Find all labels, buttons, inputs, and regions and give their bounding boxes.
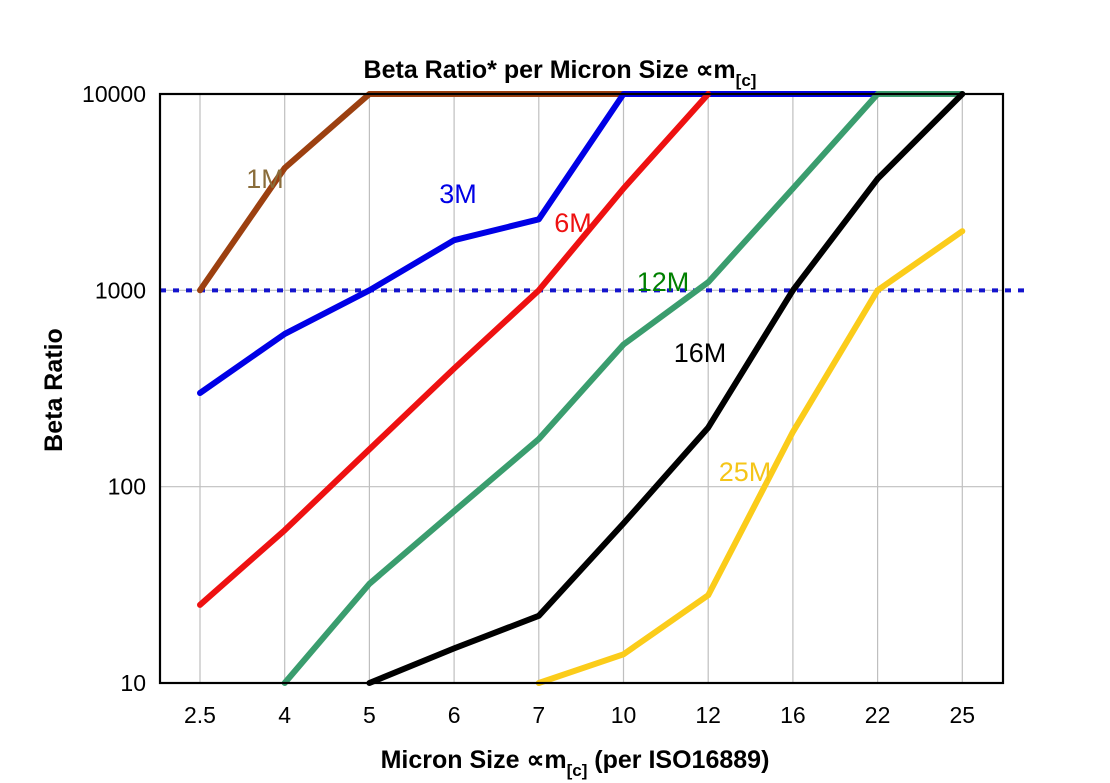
chart-title: Beta Ratio* per Micron Size ∝m[c]: [364, 56, 757, 90]
x-tick-labels: 2.5 4 5 6 7 10 12 16 22 25: [184, 702, 975, 728]
x-axis-title-main: Micron Size: [381, 746, 527, 774]
y-tick-label-100: 100: [108, 474, 146, 500]
chart-title-symbol: ∝m: [696, 56, 736, 84]
series-label-1M: 1M: [246, 164, 284, 194]
x-tick-label-6: 6: [448, 702, 461, 728]
x-tick-label-5: 5: [363, 702, 376, 728]
chart-title-main: Beta Ratio* per Micron Size: [364, 56, 696, 84]
series-line-16M: [366, 91, 966, 686]
series-line-25M: [535, 228, 966, 686]
y-axis-title: Beta Ratio: [40, 328, 68, 452]
x-tick-label-7: 7: [532, 702, 545, 728]
x-tick-label-25: 25: [950, 702, 976, 728]
series-label-6M: 6M: [554, 208, 592, 238]
x-tick-label-16: 16: [780, 702, 806, 728]
y-tick-label-1000: 1000: [95, 277, 146, 303]
series-labels: 1M 3M 6M 12M 16M 25M: [246, 164, 771, 487]
x-tick-label-22: 22: [865, 702, 891, 728]
y-tick-label-10000: 10000: [82, 81, 146, 107]
y-tick-label-10: 10: [120, 670, 146, 696]
plot-area-border: [158, 92, 1005, 685]
chart-title-subscript: [c]: [736, 71, 757, 90]
x-axis-title-tail: (per ISO16889): [587, 746, 769, 774]
x-axis-title-symbol: ∝m: [526, 746, 566, 774]
series-label-16M: 16M: [674, 338, 727, 368]
x-axis-title-subscript: [c]: [567, 761, 588, 780]
y-tick-labels: 10000 1000 100 10: [82, 81, 146, 696]
x-tick-label-4: 4: [278, 702, 291, 728]
x-tick-label-12: 12: [695, 702, 721, 728]
series-label-25M: 25M: [719, 457, 772, 487]
series-label-3M: 3M: [439, 179, 477, 209]
series-line-12M: [281, 91, 966, 686]
series-line-6M: [197, 91, 712, 608]
x-tick-label-10: 10: [611, 702, 637, 728]
x-tick-label-2.5: 2.5: [184, 702, 216, 728]
x-axis-title: Micron Size ∝m[c] (per ISO16889): [381, 746, 770, 780]
series-label-12M: 12M: [637, 267, 690, 297]
